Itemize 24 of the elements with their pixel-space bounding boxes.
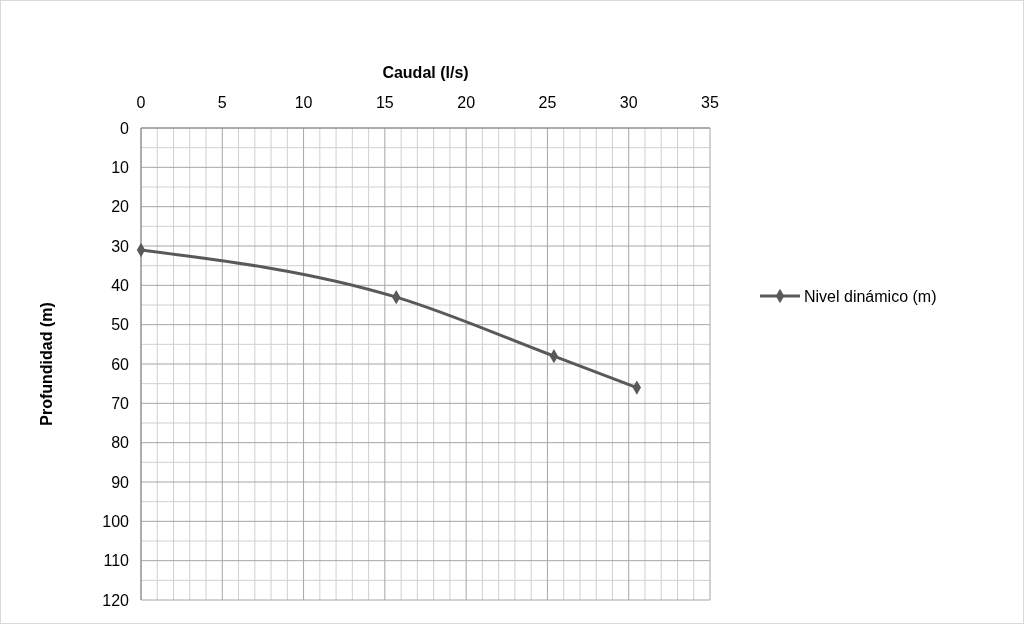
- x-tick-label: 20: [457, 94, 476, 111]
- y-tick-label: 0: [120, 119, 130, 137]
- y-axis-title: Profundidad (m): [38, 302, 55, 426]
- x-tick-label: 25: [538, 94, 557, 111]
- x-tick-label: 35: [701, 94, 719, 111]
- legend-label: Nivel dinámico (m): [804, 287, 937, 305]
- y-tick-label: 60: [111, 355, 130, 373]
- x-tick-label: 5: [217, 94, 227, 111]
- y-tick-label: 100: [102, 512, 130, 530]
- y-tick-label: 80: [111, 434, 130, 452]
- y-tick-label: 70: [111, 394, 130, 412]
- y-tick-label: 20: [111, 198, 130, 216]
- y-tick-label: 120: [102, 591, 130, 609]
- x-axis-title: Caudal (l/s): [382, 64, 469, 81]
- y-tick-label: 90: [111, 473, 130, 491]
- y-tick-label: 110: [103, 552, 130, 570]
- x-tick-label: 0: [136, 94, 146, 111]
- y-tick-label: 50: [111, 316, 130, 334]
- x-tick-label: 30: [619, 94, 638, 111]
- y-tick-label: 10: [111, 158, 130, 176]
- y-tick-label: 40: [111, 276, 130, 294]
- x-tick-label: 10: [294, 94, 313, 111]
- y-tick-label: 30: [111, 237, 130, 255]
- x-tick-label: 15: [375, 94, 394, 111]
